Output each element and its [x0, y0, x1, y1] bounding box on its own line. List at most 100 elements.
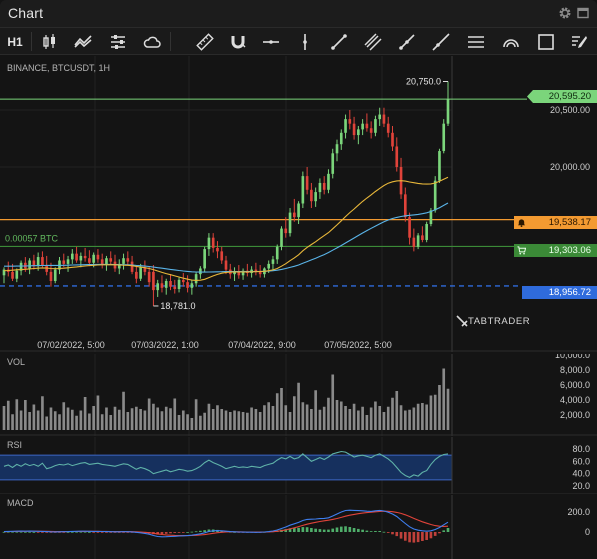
- macd-histogram-bar: [199, 530, 202, 532]
- macd-histogram-bar: [297, 527, 300, 532]
- candle-body: [53, 269, 57, 281]
- volume-bar: [318, 409, 322, 430]
- toolbar-divider: [170, 32, 171, 51]
- candle-body: [83, 255, 87, 259]
- macd-label: MACD: [7, 498, 34, 508]
- maximize-icon[interactable]: [576, 6, 590, 20]
- macd-histogram-bar: [83, 531, 87, 533]
- volume-bar: [220, 409, 224, 430]
- volume-bar: [258, 412, 262, 430]
- tabtrader-logo: TABTRADER: [456, 315, 530, 327]
- candle-body: [284, 228, 288, 234]
- last-price-tag: 20,595.20: [527, 90, 597, 103]
- macd-histogram-bar: [126, 532, 130, 533]
- brush-icon[interactable]: [564, 28, 594, 55]
- candle-body: [15, 270, 19, 279]
- volume-bar: [327, 397, 330, 430]
- extended-line-icon[interactable]: [426, 28, 456, 55]
- candle-body: [32, 260, 36, 267]
- candle-body: [207, 237, 211, 250]
- volume-bar: [335, 400, 339, 430]
- macd-pane[interactable]: 400.0 200.0 0: [0, 495, 597, 559]
- candles-icon[interactable]: [35, 28, 65, 55]
- candle-body: [305, 176, 309, 190]
- volume-bar: [382, 412, 386, 430]
- candle-body: [164, 281, 168, 288]
- candle-body: [169, 281, 172, 287]
- volume-bar: [113, 406, 117, 430]
- volume-bar: [203, 412, 206, 430]
- volume-bar: [36, 410, 40, 430]
- macd-histogram-bar: [36, 532, 40, 533]
- rsi-axis-label: 40.0: [572, 469, 590, 479]
- volume-bar: [152, 403, 155, 430]
- ma-fast-line: [3, 176, 449, 281]
- macd-histogram-bar: [288, 528, 292, 532]
- trend-line-icon[interactable]: [324, 28, 354, 55]
- rectangle-icon[interactable]: [531, 28, 561, 55]
- symbol-label: BINANCE, BTCUSDT, 1H: [7, 63, 111, 73]
- candle-body: [36, 257, 40, 267]
- macd-histogram-bar: [177, 532, 181, 533]
- vertical-line-icon[interactable]: [290, 28, 320, 55]
- timeframe-button[interactable]: H1: [0, 28, 30, 55]
- horizontal-line-icon[interactable]: [256, 28, 286, 55]
- macd-histogram-bar: [382, 531, 386, 533]
- volume-bar: [216, 405, 219, 430]
- volume-bar: [62, 402, 66, 430]
- volume-bar: [160, 411, 164, 430]
- candle-body: [28, 260, 31, 269]
- macd-line: [3, 509, 449, 538]
- cloud-icon[interactable]: [137, 28, 167, 55]
- macd-histogram-bar: [113, 532, 117, 533]
- macd-histogram-bar: [374, 531, 377, 532]
- macd-histogram-bar: [344, 526, 347, 532]
- price-chart[interactable]: 0.00057 BTC 20,500.00 20,000.00 20,750.0 18,…: [0, 56, 597, 352]
- macd-histogram-bar: [75, 531, 78, 533]
- volume-pane[interactable]: 10,000.0 8,000.0 6,000.0 4,000.0 2,000.0: [0, 354, 597, 436]
- macd-histogram-bar: [62, 532, 66, 533]
- volume-bar: [126, 412, 130, 430]
- candle-body: [109, 258, 113, 262]
- magnet-icon[interactable]: [223, 28, 253, 55]
- parallel-channel-icon[interactable]: [358, 28, 388, 55]
- volume-bar: [211, 409, 215, 430]
- candle-body: [344, 119, 347, 133]
- candle-body: [292, 212, 296, 218]
- volume-bar: [374, 401, 377, 430]
- macd-histogram-bar: [156, 532, 160, 535]
- macd-histogram-bar: [19, 531, 23, 533]
- candle-body: [216, 247, 219, 252]
- volume-bar: [11, 414, 14, 430]
- candle-body: [301, 176, 305, 204]
- low-label: 18,781.0: [160, 301, 195, 311]
- indicators-icon[interactable]: [68, 28, 98, 55]
- alert-price-tag[interactable]: 19,538.17: [514, 216, 597, 229]
- volume-bar: [164, 406, 168, 430]
- candle-body: [11, 271, 14, 279]
- gear-icon[interactable]: [558, 6, 572, 20]
- arc-icon[interactable]: [496, 28, 526, 55]
- bell-icon: [517, 219, 526, 227]
- fib-lines-icon[interactable]: [461, 28, 491, 55]
- volume-bar: [109, 415, 113, 430]
- candle-body: [382, 114, 386, 124]
- ruler-icon[interactable]: [190, 28, 220, 55]
- volume-bar: [357, 410, 360, 430]
- ray-icon[interactable]: [392, 28, 422, 55]
- candle-body: [365, 123, 369, 129]
- volume-bar: [190, 418, 194, 430]
- volume-bar: [412, 407, 416, 430]
- macd-histogram-bar: [32, 532, 36, 533]
- candle-body: [96, 254, 100, 260]
- macd-histogram-bar: [122, 532, 125, 533]
- settings-sliders-icon[interactable]: [103, 28, 133, 55]
- volume-bar: [348, 409, 352, 430]
- candle-body: [190, 283, 194, 288]
- volume-bar: [267, 402, 271, 430]
- order-price-tag[interactable]: 19,303.06: [514, 244, 597, 257]
- macd-histogram-bar: [88, 532, 91, 533]
- rsi-pane[interactable]: 80.0 60.0 40.0 20.0: [0, 437, 597, 494]
- candle-body: [49, 271, 53, 281]
